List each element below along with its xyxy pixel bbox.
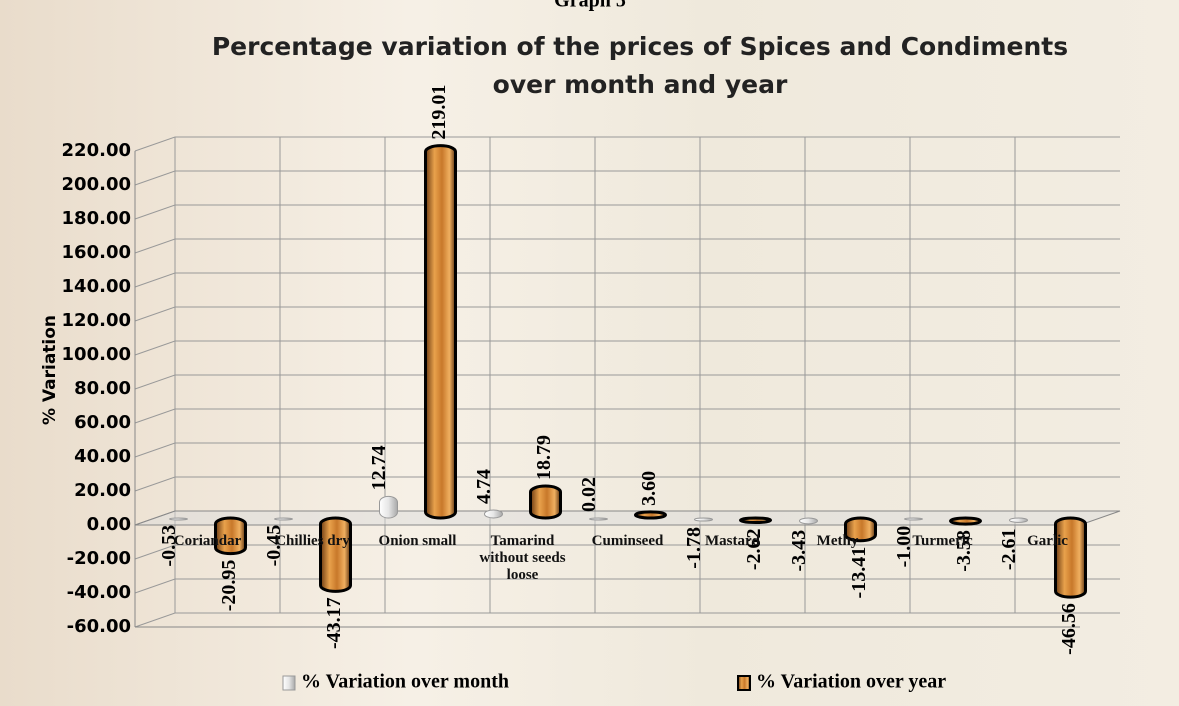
bar — [319, 516, 352, 593]
bar — [379, 495, 398, 519]
y-tick-label: 60.00 — [74, 412, 131, 433]
chart-title: Percentage variation of the prices of Sp… — [212, 32, 1068, 61]
x-tick-label: Chillies dry — [275, 533, 350, 549]
grid-line — [134, 374, 1120, 390]
bar — [214, 516, 247, 556]
legend-swatch — [737, 675, 751, 691]
y-tick-label: 120.00 — [62, 310, 131, 331]
x-tick-label: Coriandar — [173, 533, 242, 549]
caption: Graph 5 — [554, 0, 626, 12]
bar — [904, 517, 923, 521]
y-tick-label: 180.00 — [62, 208, 131, 229]
legend-label: % Variation over year — [756, 671, 946, 693]
data-label: -3.43 — [788, 530, 810, 572]
data-label: -2.61 — [998, 528, 1020, 570]
data-label: -20.95 — [218, 560, 240, 612]
grid-line — [134, 612, 1120, 628]
data-label: 3.60 — [638, 471, 660, 506]
data-label: -46.56 — [1058, 603, 1080, 655]
data-label: 12.74 — [368, 445, 390, 490]
data-label: -0.53 — [158, 525, 180, 567]
data-label: -1.00 — [893, 526, 915, 568]
bar — [634, 510, 667, 520]
bar — [529, 484, 562, 520]
data-label: -43.17 — [323, 597, 345, 649]
y-tick-label: 200.00 — [62, 174, 131, 195]
data-label: 219.01 — [428, 85, 450, 140]
bar — [169, 517, 188, 521]
data-label: 0.02 — [578, 477, 600, 512]
x-tick-label: Onion small — [378, 533, 457, 549]
legend-label: % Variation over month — [301, 671, 509, 693]
data-label: 18.79 — [533, 435, 555, 480]
y-tick-label: 160.00 — [62, 242, 131, 263]
legend-swatch — [282, 675, 296, 691]
bar — [739, 516, 772, 524]
data-label: -2.62 — [743, 528, 765, 570]
grid-line — [134, 204, 1120, 220]
y-tick-label: 40.00 — [74, 446, 131, 467]
grid-line — [134, 170, 1120, 186]
y-tick-label: -40.00 — [67, 582, 131, 603]
grid-line — [134, 306, 1120, 322]
y-tick-label: 220.00 — [62, 140, 131, 161]
grid-line — [134, 578, 1120, 594]
bar — [589, 517, 608, 521]
x-tick-label: Turmeric — [912, 533, 973, 549]
grid-line — [134, 238, 1120, 254]
bar — [799, 517, 818, 525]
bar — [844, 516, 877, 543]
y-tick-label: 80.00 — [74, 378, 131, 399]
x-tick-label: Tamarind without seeds loose — [479, 533, 566, 583]
bar — [949, 516, 982, 526]
bar — [424, 144, 457, 520]
y-tick-label: -60.00 — [67, 616, 131, 637]
data-label: -0.45 — [263, 525, 285, 567]
x-tick-label: Methy — [816, 533, 859, 549]
y-tick-label: 100.00 — [62, 344, 131, 365]
bar — [694, 517, 713, 522]
grid-line — [134, 442, 1120, 458]
y-tick-label: 0.00 — [87, 514, 131, 535]
x-tick-label: Cuminseed — [591, 533, 664, 549]
grid-line — [134, 476, 1120, 492]
x-tick-label: Garlic — [1027, 533, 1068, 549]
y-tick-label: 20.00 — [74, 480, 131, 501]
grid-line — [134, 272, 1120, 288]
grid-line — [134, 136, 1120, 152]
bar — [1054, 516, 1087, 599]
y-axis-title: % Variation — [40, 315, 60, 425]
y-tick-label: -20.00 — [67, 548, 131, 569]
bar — [274, 517, 293, 521]
data-label: -13.41 — [848, 547, 870, 599]
data-label: 4.74 — [473, 469, 495, 504]
bar — [1009, 517, 1028, 523]
data-label: -1.78 — [683, 527, 705, 569]
bar — [484, 509, 503, 519]
data-label: -3.58 — [953, 530, 975, 572]
grid-line — [134, 408, 1120, 424]
y-tick-label: 140.00 — [62, 276, 131, 297]
grid-line — [134, 340, 1120, 356]
x-tick-label: Mastard — [705, 533, 760, 549]
chart-subtitle: over month and year — [493, 70, 788, 99]
